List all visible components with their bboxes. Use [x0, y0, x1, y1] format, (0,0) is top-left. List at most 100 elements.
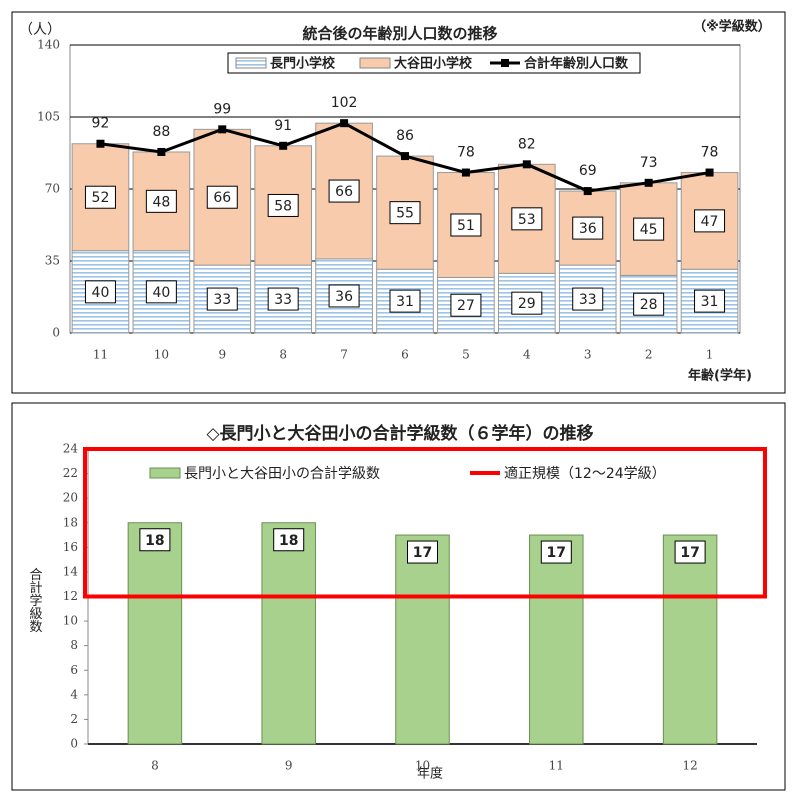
data-label: 27 [457, 298, 475, 314]
data-label: 86 [396, 128, 414, 144]
data-label: 92 [92, 116, 110, 132]
marker [157, 147, 166, 156]
x-tick-label: 5 [462, 348, 470, 362]
data-label: 58 [274, 198, 292, 214]
data-label: 29 [518, 296, 536, 312]
data-label: 55 [396, 206, 414, 222]
x-axis-label: 年齢(学年) [688, 368, 752, 384]
data-label-box [450, 293, 482, 317]
data-label-box [267, 193, 299, 217]
x-tick-label: 8 [279, 348, 287, 362]
x-tick-label: 11 [93, 348, 108, 362]
y-tick-label: 16 [63, 540, 78, 554]
y-tick-label: 105 [37, 110, 60, 124]
marker [401, 152, 409, 161]
y-axis-label: 合計学級数 [27, 568, 43, 633]
data-label-box [540, 540, 572, 564]
data-label: 102 [331, 95, 358, 111]
y-tick-label: 18 [63, 515, 78, 529]
data-label: 17 [547, 545, 566, 561]
y-tick-label: 4 [70, 687, 78, 701]
x-tick-label: 2 [645, 348, 653, 362]
data-label-box [633, 292, 665, 316]
x-tick-label: 7 [340, 348, 348, 362]
data-label: 48 [152, 194, 170, 210]
data-label-box [511, 207, 543, 231]
legend-marker [501, 59, 509, 67]
data-label-box [511, 291, 543, 315]
bar [127, 522, 183, 745]
y-tick-label: 6 [70, 663, 78, 677]
marker [96, 139, 105, 148]
y-tick-label: 22 [63, 466, 78, 480]
data-label: 52 [92, 190, 110, 206]
data-label-box [694, 289, 726, 313]
data-label: 51 [457, 218, 475, 234]
chart-title: 統合後の年齢別人口数の推移 [302, 25, 497, 43]
data-label-box [84, 280, 116, 304]
x-tick-label: 10 [154, 348, 169, 362]
data-label: 66 [335, 184, 353, 200]
range-box [83, 447, 767, 599]
data-label-box [407, 540, 438, 564]
data-label-box [273, 528, 305, 552]
data-label: 33 [579, 292, 597, 308]
marker [583, 187, 592, 196]
data-label: 69 [579, 163, 597, 179]
marker [218, 125, 227, 134]
data-label: 17 [413, 545, 432, 561]
marker [644, 178, 653, 187]
chart-title: ◇長門小と大谷田小の合計学級数（６学年）の推移 [206, 423, 593, 444]
legend-swatch [235, 57, 267, 69]
x-tick-label: 1 [706, 348, 714, 362]
data-label: 78 [701, 145, 719, 161]
data-label: 36 [335, 289, 353, 305]
data-label-box [389, 289, 421, 313]
y-tick-label: 24 [63, 442, 79, 456]
data-label-box [633, 217, 665, 241]
data-label: 31 [396, 294, 414, 310]
data-label-box [145, 189, 177, 213]
data-label: 73 [640, 155, 658, 171]
data-label-box [694, 209, 726, 233]
x-tick-label: 4 [523, 348, 531, 362]
y-tick-label: 10 [63, 614, 78, 628]
legend-label: 大谷田小学校 [394, 56, 473, 72]
data-label: 18 [145, 533, 164, 549]
y-tick-label: 0 [70, 737, 78, 751]
x-tick-label: 9 [218, 348, 226, 362]
data-label-box [139, 528, 171, 552]
data-label: 82 [518, 136, 536, 152]
data-label-box [389, 201, 421, 225]
x-tick-label: 6 [401, 348, 409, 362]
marker [705, 168, 714, 177]
data-label-box [328, 284, 360, 308]
data-label: 31 [701, 294, 719, 310]
y-tick-label: 20 [63, 491, 78, 505]
data-label: 36 [579, 221, 597, 237]
data-label-box [450, 213, 482, 237]
x-tick-label: 9 [285, 759, 293, 773]
legend-box [227, 52, 641, 74]
data-label: 28 [640, 297, 658, 313]
data-label: 78 [457, 145, 475, 161]
bar [261, 522, 316, 745]
data-label: 88 [152, 124, 170, 140]
legend-label: 適正規模（12～24学級） [504, 465, 666, 482]
x-tick-label: 8 [151, 759, 159, 773]
x-tick-label: 3 [584, 348, 592, 362]
x-tick-label: 12 [682, 759, 697, 773]
data-label: 53 [518, 212, 536, 228]
data-label-box [572, 216, 604, 240]
data-label-box [84, 185, 116, 209]
x-tick-label: 11 [549, 759, 564, 773]
data-label: 45 [640, 222, 658, 238]
data-label: 47 [701, 214, 719, 230]
legend-label: 長門小と大谷田小の合計学級数 [184, 466, 380, 482]
data-label-box [267, 287, 299, 311]
legend-swatch [359, 57, 391, 69]
marker [279, 141, 288, 150]
marker [522, 160, 531, 169]
marker [340, 119, 349, 128]
